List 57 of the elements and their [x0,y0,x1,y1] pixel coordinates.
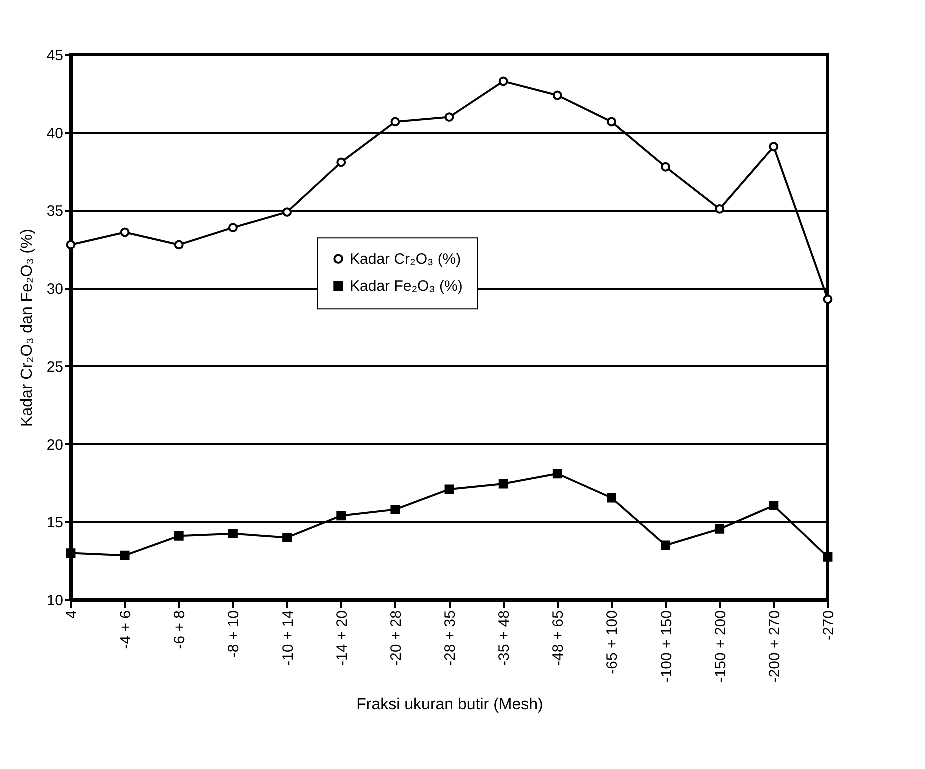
legend-label: Kadar Fe₂O₃ (%) [350,278,463,296]
y-tick-label: 30 [46,281,64,298]
x-tick-label: -35 + 48 [496,610,514,666]
point [444,112,454,122]
point [390,504,400,514]
point [282,208,292,217]
point [66,548,76,558]
point [498,479,508,489]
x-axis-title: Fraksi ukuran butir (Mesh) [356,696,544,714]
point [607,493,616,503]
x-tick-label: -270 [820,610,838,641]
x-tick-label: -6 + 8 [172,610,189,650]
point [336,158,346,168]
y-tick-label: 10 [46,592,64,610]
x-tick-label: -150 + 200 [712,610,730,683]
y-tick-label: 35 [46,203,64,220]
point [607,117,616,127]
point [282,533,292,542]
point [552,469,562,479]
y-tick-label: 40 [46,125,64,142]
point [715,524,725,534]
point [174,240,184,250]
x-tick-label: -14 + 20 [334,610,351,666]
point [823,552,833,562]
y-axis-title: Kadar Cr₂O₃ dan Fe₂O₃ (%) [18,229,36,427]
y-tick-label: 20 [46,436,64,454]
x-tick-label: -28 + 35 [442,610,459,666]
point [661,162,670,172]
point [228,223,238,233]
x-tick-label: -4 + 6 [118,610,135,650]
y-tick-label: 25 [46,358,64,376]
point [228,529,238,539]
point [769,142,779,152]
point [120,228,130,238]
point [715,204,725,214]
point [769,501,779,510]
point [823,294,833,304]
x-tick-label: -20 + 28 [388,610,405,666]
x-tick-label: -65 + 100 [604,610,622,674]
point [174,531,184,541]
y-tick-label: 15 [46,514,64,532]
legend-label: Kadar Cr₂O₃ (%) [350,251,462,268]
point [336,511,346,521]
point [498,76,508,86]
point [444,484,454,494]
x-tick-label: -8 + 10 [226,610,243,658]
x-tick-label: -200 + 270 [766,610,784,683]
point [661,540,670,550]
x-tick-label: 4 [64,610,80,619]
y-tick-label: 45 [46,48,64,64]
x-tick-label: -100 + 150 [658,610,676,683]
x-tick-label: -48 + 65 [550,610,568,666]
x-tick-label: -10 + 14 [280,610,297,666]
point [552,90,562,100]
point [66,240,76,250]
point [120,550,130,560]
point [390,117,400,127]
